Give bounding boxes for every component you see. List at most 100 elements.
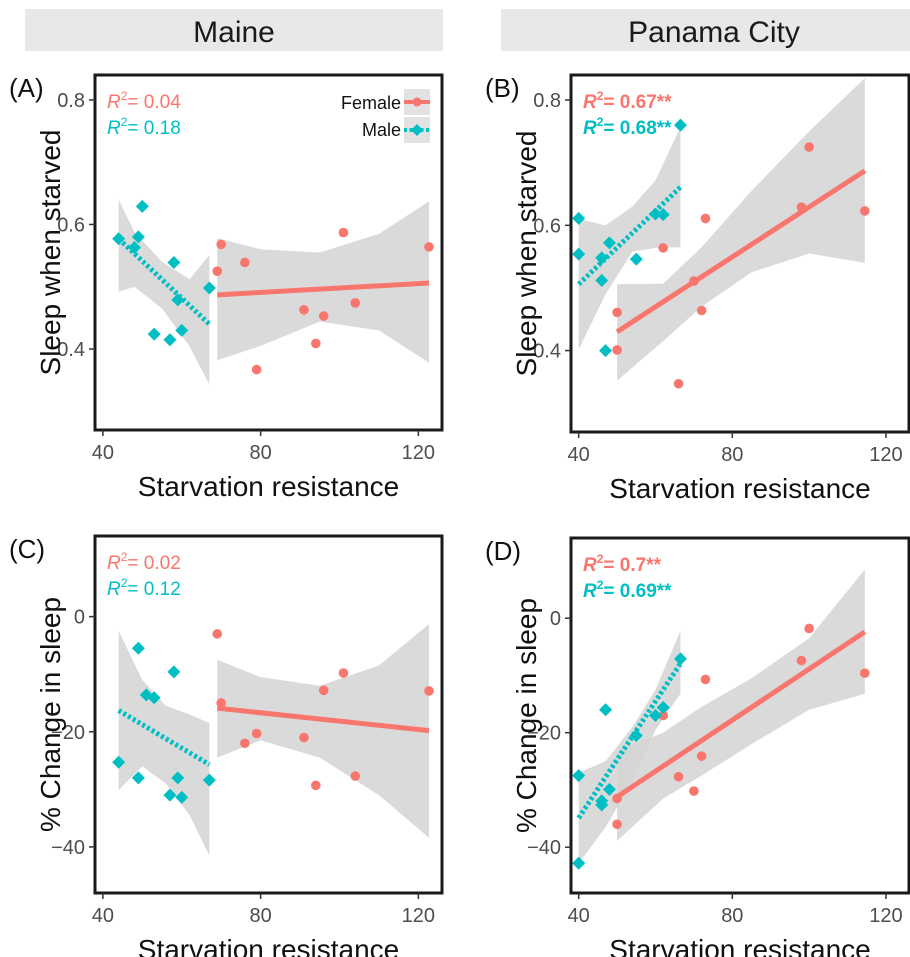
data-point-female [700, 674, 711, 685]
data-point-male [163, 788, 177, 802]
panel-d: 40 80 120 −40 −20 0 Starvation resistance % Cha… [485, 536, 910, 957]
data-point-male [602, 782, 616, 796]
strip-maine-label: Maine [193, 16, 275, 49]
data-point-male [572, 247, 586, 261]
r2-female-label-exponent: 2 [121, 89, 128, 103]
data-point-male [147, 327, 161, 341]
regression-line-male [116, 236, 212, 326]
data-point-female [804, 142, 814, 152]
data-point-male [649, 207, 662, 221]
data-point-female [689, 786, 699, 796]
r2-male-label-value: = 0.18 [127, 118, 180, 139]
y-tick-label: 0.6 [533, 215, 561, 237]
data-point-male [595, 794, 609, 808]
data-point-female [216, 698, 226, 708]
regression-line-female [615, 168, 867, 334]
r2-female-label-symbol: R [107, 553, 121, 574]
confidence-band-male [118, 199, 210, 385]
y-axis-title: % Change in sleep [35, 597, 66, 832]
r2-male-label-exponent: 2 [597, 115, 604, 129]
data-point-male [595, 273, 609, 287]
data-point-female [299, 304, 309, 315]
data-point-male [175, 790, 189, 804]
data-point-male [595, 251, 609, 265]
y-tick-label: −20 [527, 723, 561, 745]
panel-label: (D) [485, 536, 521, 566]
panel-frame [569, 73, 910, 434]
plot-area [112, 624, 434, 856]
r2-female-label-exponent: 2 [121, 550, 128, 564]
x-tick-label: 120 [402, 905, 435, 927]
data-point-male [649, 709, 662, 722]
strip-maine-bg [25, 9, 443, 51]
data-point-female [796, 655, 807, 666]
data-point-male [673, 652, 687, 666]
data-point-female [212, 266, 223, 276]
x-tick-label: 120 [402, 442, 435, 464]
x-axis-title: Starvation resistance [138, 934, 399, 957]
data-point-male [171, 293, 185, 307]
confidence-band-female [217, 624, 429, 838]
data-point-female [212, 629, 223, 639]
y-axis-title: % Change in sleep [511, 598, 542, 833]
data-point-female [612, 307, 622, 318]
data-point-female [804, 623, 814, 634]
data-point-female [673, 378, 684, 389]
panel-label: (C) [9, 534, 45, 564]
x-axis-title: Starvation resistance [609, 473, 870, 504]
x-tick-label: 120 [869, 444, 902, 466]
panel-frame [569, 536, 910, 895]
r2-female-label: R2= 0.67** [583, 89, 672, 113]
r2-male-label: R2= 0.68** [583, 115, 672, 139]
data-point-male [167, 665, 181, 679]
legend-key-male-marker [411, 124, 423, 136]
confidence-band-female [617, 78, 865, 381]
strip-panama-label: Panama City [628, 16, 800, 49]
legend-label-male: Male [362, 120, 401, 140]
r2-male-label-value: = 0.68** [603, 118, 672, 139]
y-tick-label: −40 [527, 837, 561, 859]
regression-line-female [615, 629, 867, 799]
r2-female-label-exponent: 2 [597, 89, 604, 103]
data-point-female [424, 242, 434, 252]
data-point-female [696, 305, 707, 316]
y-tick-label: 0.8 [57, 90, 85, 112]
x-tick-label: 120 [869, 905, 902, 927]
data-point-male [202, 281, 216, 295]
r2-male-label-exponent: 2 [597, 578, 604, 592]
r2-male-label: R2= 0.18 [107, 115, 181, 139]
data-point-female [240, 257, 250, 268]
panels-group: 40 80 120 0.4 0.6 0.8 Starvation resistance Sle… [9, 73, 910, 957]
data-point-female [612, 793, 622, 804]
data-point-male [171, 771, 185, 785]
panel-frame [93, 534, 444, 895]
data-point-female [240, 738, 250, 749]
r2-male-label: R2= 0.69** [583, 578, 672, 602]
r2-male-label: R2= 0.12 [107, 576, 181, 600]
x-tick-label: 40 [92, 442, 114, 464]
data-point-female [251, 728, 262, 739]
data-point-female [216, 239, 226, 250]
data-point-female [299, 732, 309, 743]
data-point-female [796, 202, 807, 212]
y-tick-label: 0.4 [57, 339, 85, 361]
x-tick-label: 40 [568, 444, 590, 466]
data-point-male [629, 729, 643, 743]
data-point-female [424, 686, 434, 696]
regression-line-male [576, 662, 683, 820]
r2-male-label-value: = 0.12 [127, 579, 180, 600]
y-tick-label: 0.8 [533, 90, 561, 112]
data-point-male [147, 691, 161, 705]
y-tick-label: 0.6 [57, 214, 85, 236]
x-tick-label: 80 [721, 905, 743, 927]
y-axis-title: Sleep when starved [511, 131, 542, 377]
data-point-male [131, 230, 145, 244]
r2-female-label: R2= 0.04 [107, 89, 181, 113]
r2-female-label-value: = 0.02 [127, 553, 180, 574]
data-point-female [311, 338, 321, 349]
panel-label: (A) [9, 73, 44, 103]
y-tick-label: 0.4 [533, 341, 561, 363]
data-point-male [112, 755, 126, 769]
data-point-male [175, 323, 189, 337]
